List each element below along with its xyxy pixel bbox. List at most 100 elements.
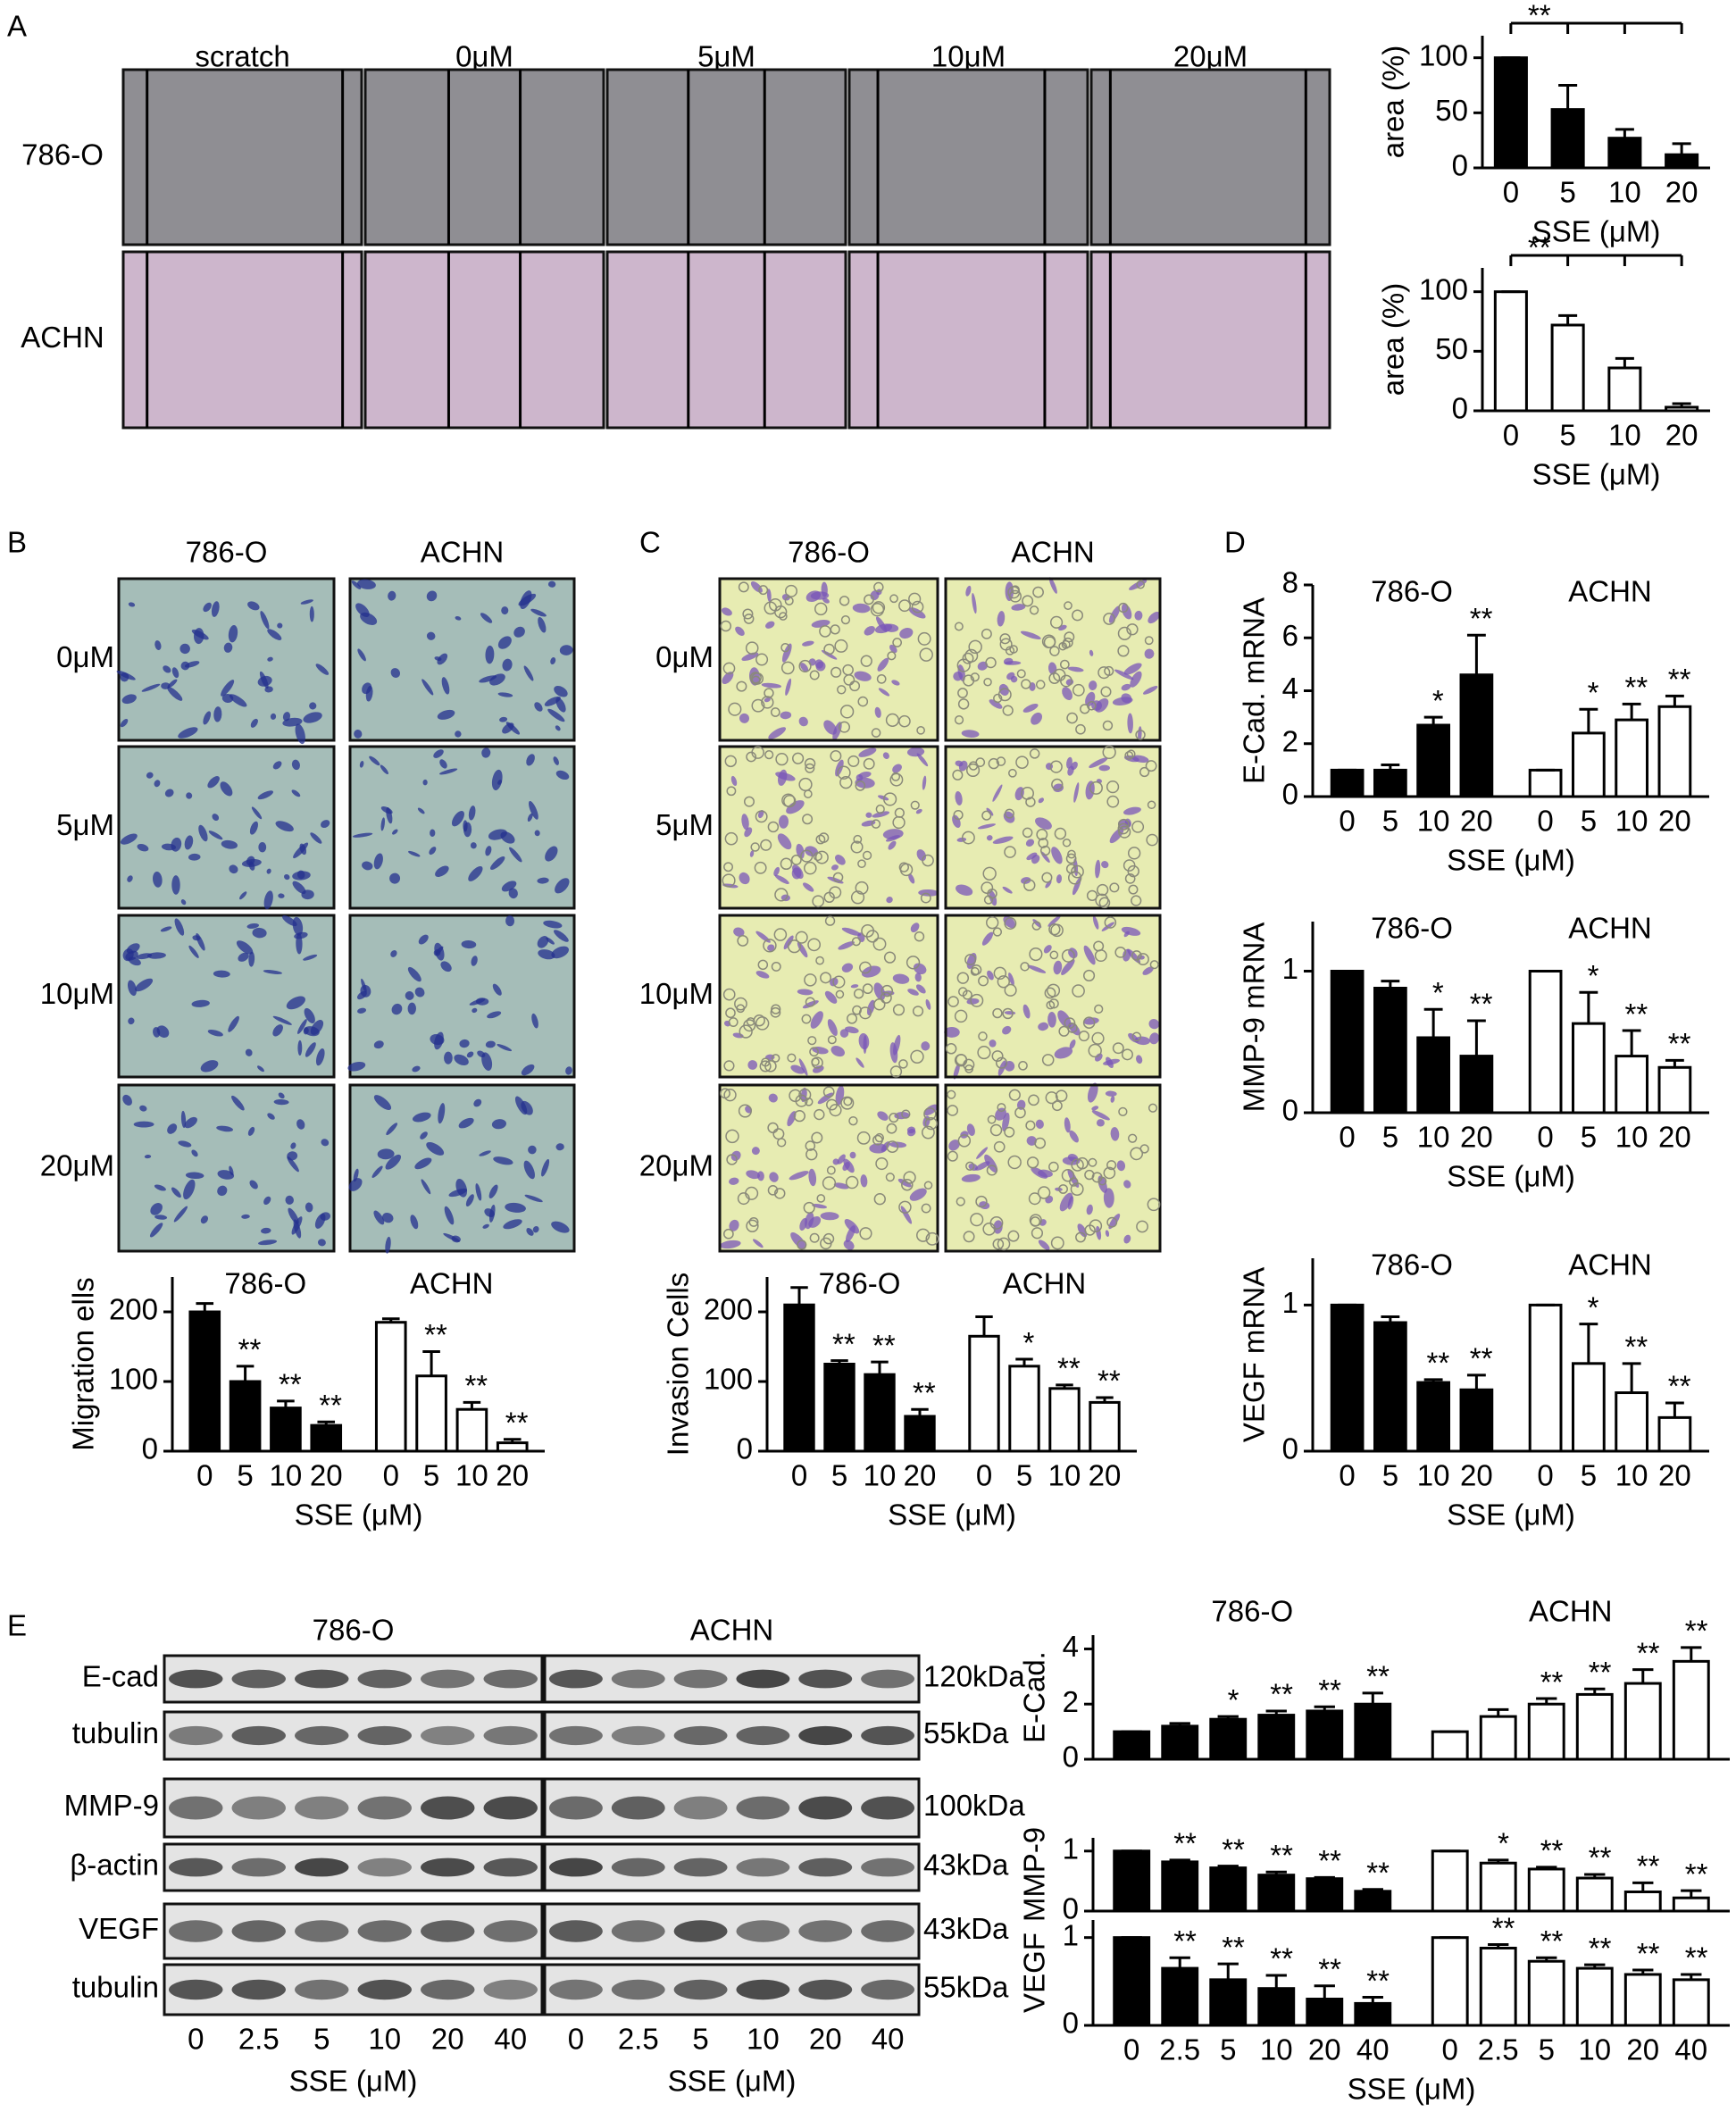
cell xyxy=(238,952,249,962)
cell xyxy=(1121,926,1141,936)
cell xyxy=(1124,873,1136,884)
cell xyxy=(808,1168,817,1187)
significance: ** xyxy=(1624,671,1648,704)
x-tick-label: 5 xyxy=(423,1459,439,1492)
x-tick-label: 10 xyxy=(1615,1459,1648,1492)
cell xyxy=(1117,626,1131,640)
cell xyxy=(1062,839,1072,847)
y-tick-label: 1 xyxy=(1282,952,1298,985)
blot-size: 55kDa xyxy=(923,1971,1009,2004)
cell xyxy=(1062,637,1073,648)
cell xyxy=(167,1123,178,1134)
cell xyxy=(1004,1126,1015,1138)
y-axis-label: area (%) xyxy=(1377,46,1410,159)
cell xyxy=(357,648,366,662)
cell xyxy=(822,1176,837,1190)
cell xyxy=(466,1051,474,1058)
cell xyxy=(913,963,927,975)
cell xyxy=(907,989,919,996)
cell xyxy=(120,719,129,728)
cell xyxy=(992,1238,1005,1250)
cell xyxy=(1025,839,1035,847)
cell xyxy=(207,776,220,789)
significance: * xyxy=(1228,1683,1239,1716)
cell xyxy=(296,870,305,880)
cell xyxy=(247,601,260,611)
band xyxy=(861,1725,915,1746)
cell xyxy=(371,1165,383,1179)
cell xyxy=(180,899,187,906)
cell xyxy=(257,1065,264,1073)
cell xyxy=(1070,1182,1084,1196)
cell xyxy=(957,698,970,710)
cell xyxy=(1118,1106,1128,1116)
y-tick-label: 100 xyxy=(704,1363,753,1396)
cell xyxy=(774,605,788,619)
y-axis-label: VEGF xyxy=(1018,1933,1051,2013)
cell xyxy=(1071,1158,1084,1172)
cell xyxy=(249,821,258,835)
cell xyxy=(555,725,561,731)
cell xyxy=(857,696,869,707)
blot xyxy=(543,1654,921,1704)
cell xyxy=(917,631,931,646)
cell xyxy=(859,1227,872,1240)
bar xyxy=(374,1321,407,1453)
cell xyxy=(282,915,297,927)
cell xyxy=(1056,874,1063,884)
cell xyxy=(962,652,974,664)
cell xyxy=(1131,950,1142,961)
cell xyxy=(1103,1188,1114,1208)
band xyxy=(548,1857,603,1877)
cell xyxy=(861,965,881,978)
cell xyxy=(766,589,772,603)
cell xyxy=(547,708,565,722)
x-tick-label: 0 xyxy=(196,1459,213,1492)
cell xyxy=(471,956,478,966)
cell xyxy=(909,1188,927,1201)
bar xyxy=(1479,1715,1517,1761)
cell xyxy=(1134,1036,1151,1046)
cell xyxy=(739,1024,753,1039)
cell xyxy=(1029,947,1043,962)
cell xyxy=(818,832,830,843)
x-tick-label: 20 xyxy=(1665,176,1698,209)
row-label: 5μM xyxy=(56,808,114,841)
cell xyxy=(1021,679,1031,689)
band xyxy=(231,1725,286,1746)
cell xyxy=(964,1064,974,1073)
significance: ** xyxy=(1624,1331,1648,1364)
cell xyxy=(418,934,429,945)
cell xyxy=(824,990,838,1004)
cell xyxy=(1082,969,1096,982)
cell xyxy=(362,861,373,871)
cell xyxy=(877,795,889,801)
cell xyxy=(304,1007,315,1023)
cell xyxy=(1084,1169,1095,1181)
cell xyxy=(775,772,796,781)
cell xyxy=(422,779,428,786)
cell xyxy=(1129,580,1148,590)
cell xyxy=(282,717,303,727)
cell xyxy=(505,915,515,927)
cell xyxy=(945,1043,957,1055)
cell xyxy=(149,1223,163,1238)
cell xyxy=(499,716,508,722)
cell xyxy=(862,850,872,861)
cell xyxy=(309,605,314,622)
significance: ** xyxy=(1470,988,1493,1021)
significance: * xyxy=(1498,1827,1509,1860)
cell xyxy=(728,702,742,716)
bar xyxy=(1330,969,1365,1114)
cell xyxy=(837,1154,846,1165)
cell xyxy=(1067,765,1074,776)
cell xyxy=(899,628,914,639)
cell xyxy=(303,712,322,723)
cell xyxy=(992,836,1014,845)
y-tick-label: 1 xyxy=(1063,1832,1079,1866)
cell xyxy=(981,628,992,639)
cell xyxy=(301,889,314,900)
cell xyxy=(310,1020,324,1035)
x-tick-label: 10 xyxy=(1417,805,1450,838)
cell xyxy=(228,1015,239,1032)
